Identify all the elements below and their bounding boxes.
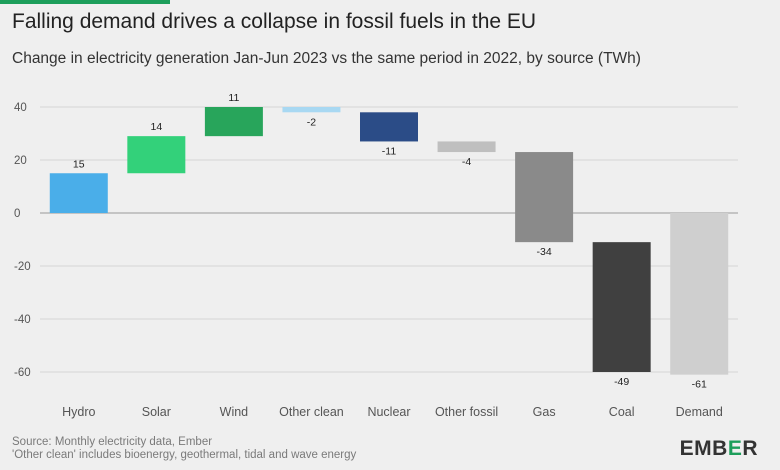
brand-accent-bar: [0, 0, 170, 4]
x-tick-label: Demand: [676, 405, 723, 419]
y-tick-label: -20: [14, 261, 31, 273]
x-tick-label: Wind: [220, 405, 249, 419]
data-label: -11: [382, 145, 397, 157]
x-tick-label: Other fossil: [435, 405, 498, 419]
data-label: 11: [228, 92, 239, 104]
bar-other-clean: [282, 107, 341, 113]
source-note: Source: Monthly electricity data, Ember: [12, 436, 213, 448]
x-tick-label: Coal: [609, 405, 635, 419]
x-tick-label: Solar: [142, 405, 171, 419]
category-note: 'Other clean' includes bioenergy, geothe…: [12, 448, 357, 461]
bar-other-fossil: [437, 141, 496, 153]
bar-solar: [127, 136, 186, 174]
data-label: -49: [614, 376, 629, 388]
y-tick-label: 40: [14, 102, 27, 114]
bar-hydro: [49, 173, 108, 213]
y-tick-label: 20: [14, 155, 27, 167]
chart-subtitle: Change in electricity generation Jan-Jun…: [12, 50, 641, 67]
data-label: 14: [150, 121, 162, 133]
bar-coal: [592, 242, 651, 372]
data-label: -34: [537, 246, 552, 258]
x-tick-label: Hydro: [62, 405, 95, 419]
data-label: -4: [462, 156, 471, 168]
y-tick-label: -40: [14, 314, 31, 326]
bar-demand: [670, 213, 729, 375]
y-tick-label: 0: [14, 208, 20, 220]
bar-gas: [515, 152, 574, 243]
bar-wind: [204, 107, 263, 137]
chart-title: Falling demand drives a collapse in foss…: [12, 10, 537, 33]
x-tick-label: Nuclear: [367, 405, 410, 419]
ember-logo: EMBER: [679, 437, 758, 460]
chart-footer: Source: Monthly electricity data, Ember …: [12, 436, 356, 461]
x-tick-label: Other clean: [279, 405, 344, 419]
data-label: 15: [73, 158, 85, 170]
y-tick-label: -60: [14, 367, 31, 379]
bar-nuclear: [360, 112, 418, 142]
data-label: -2: [307, 116, 316, 128]
waterfall-chart: 40 20 0 -20 -40 -60 15 Hydro 14 Solar 11 Wind -2 Othe…: [14, 92, 738, 419]
x-tick-label: Gas: [533, 405, 556, 419]
data-label: -61: [692, 379, 707, 391]
